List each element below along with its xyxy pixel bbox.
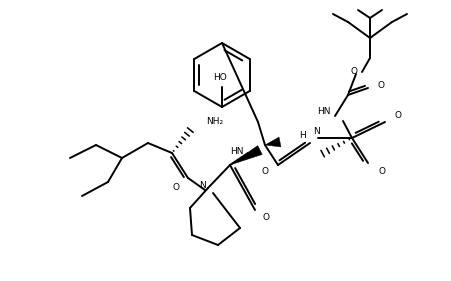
Text: O: O [262, 214, 270, 223]
Polygon shape [230, 146, 262, 165]
Text: N: N [313, 128, 319, 137]
Text: N: N [198, 180, 205, 189]
Polygon shape [265, 137, 281, 147]
Text: O: O [172, 183, 179, 192]
Text: HN: HN [230, 146, 244, 155]
Text: O: O [350, 67, 358, 76]
Text: O: O [395, 112, 401, 121]
Text: HN: HN [317, 108, 331, 117]
Text: O: O [378, 167, 386, 176]
Text: O: O [377, 81, 385, 90]
Text: H: H [299, 130, 306, 139]
Text: HO: HO [213, 72, 227, 81]
Text: O: O [262, 167, 268, 176]
Text: NH₂: NH₂ [206, 117, 223, 126]
